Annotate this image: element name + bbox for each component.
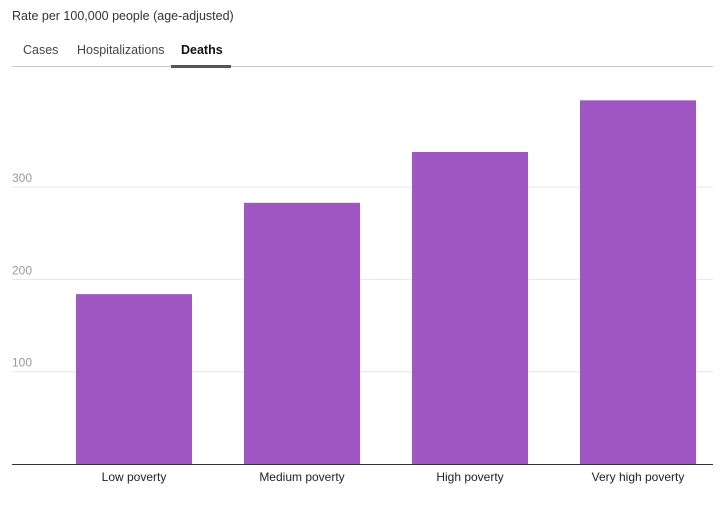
tab-cases[interactable]: Cases	[23, 43, 59, 57]
tab-deaths[interactable]: Deaths	[181, 43, 223, 57]
chart-subtitle: Rate per 100,000 people (age-adjusted)	[12, 9, 234, 23]
y-tick-label: 100	[12, 356, 32, 370]
tab-hospitalizations[interactable]: Hospitalizations	[77, 43, 165, 57]
y-tick-label: 200	[12, 263, 32, 277]
x-category-label: Low poverty	[102, 470, 167, 484]
bar-low-poverty[interactable]	[76, 294, 192, 464]
x-category-label: Very high poverty	[592, 470, 685, 484]
x-axis-labels: Low poverty Medium poverty High poverty Ver…	[102, 470, 685, 484]
bar-medium-poverty[interactable]	[244, 202, 360, 464]
y-tick-label: 300	[12, 171, 32, 185]
x-category-label: High poverty	[436, 470, 503, 484]
metric-tabs: Cases Hospitalizations Deaths	[12, 42, 713, 68]
bar-high-poverty[interactable]	[412, 152, 528, 464]
bar-very-high-poverty[interactable]	[580, 100, 696, 464]
x-category-label: Medium poverty	[259, 470, 344, 484]
y-axis-ticks: 100 200 300	[12, 171, 32, 370]
bars	[76, 100, 696, 464]
active-tab-indicator	[171, 65, 231, 68]
